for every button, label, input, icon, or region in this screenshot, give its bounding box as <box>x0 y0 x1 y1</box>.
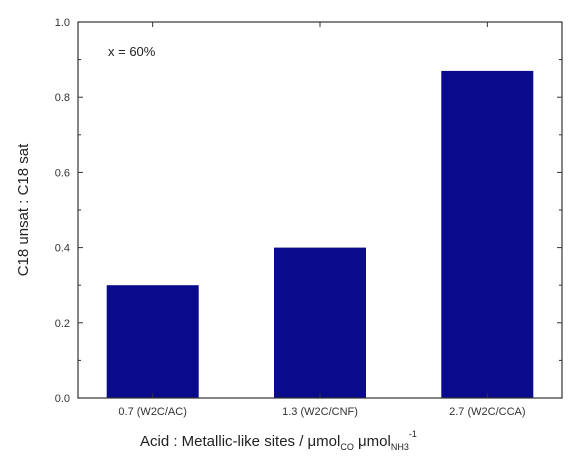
annotation-text: x = 60% <box>108 44 156 59</box>
y-tick-label: 0.6 <box>55 167 70 179</box>
x-axis-label: Acid : Metallic-like sites / μmolCO μmol… <box>140 429 417 452</box>
x-tick-label: 1.3 (W2C/CNF) <box>282 406 358 418</box>
bar <box>106 285 199 398</box>
x-tick-label: 2.7 (W2C/CCA) <box>449 406 525 418</box>
bar <box>441 70 534 399</box>
x-axis-label-sub-nh3: NH3 <box>391 442 409 452</box>
bars-group <box>106 70 534 399</box>
y-tick-label: 0.8 <box>55 92 70 104</box>
y-tick-label: 0.4 <box>55 243 70 255</box>
y-axis-label: C18 unsat : C18 sat <box>15 143 32 276</box>
plot-frame-group <box>77 21 563 399</box>
x-tick-label: 0.7 (W2C/AC) <box>118 406 186 418</box>
x-ticks-group: 0.7 (W2C/AC) 1.3 (W2C/CNF) 2.7 (W2C/CCA) <box>118 22 526 418</box>
x-axis-label-sub-co: CO <box>340 442 354 452</box>
y-ticks-group: 0.0 0.2 0.4 0.6 0.8 1.0 <box>55 17 562 405</box>
y-tick-label: 0.2 <box>55 318 70 330</box>
plot-frame <box>77 21 563 399</box>
y-tick-label: 0.0 <box>55 393 70 405</box>
x-axis-label-sup: -1 <box>409 429 417 439</box>
y-tick-label: 1.0 <box>55 17 70 29</box>
x-axis-label-main: Acid : Metallic-like sites / μmol <box>140 433 340 450</box>
bar <box>274 247 366 398</box>
x-axis-label-mid: μmol <box>354 433 391 450</box>
